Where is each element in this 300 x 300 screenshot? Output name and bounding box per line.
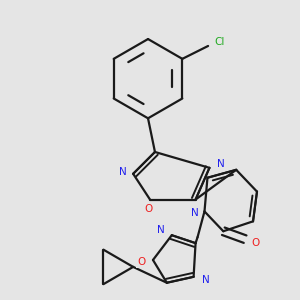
Text: Cl: Cl <box>215 37 225 47</box>
Text: O: O <box>251 238 259 248</box>
Text: O: O <box>144 204 152 214</box>
Text: N: N <box>191 208 199 218</box>
Text: N: N <box>218 159 225 169</box>
Text: O: O <box>137 257 145 267</box>
Text: N: N <box>157 225 165 235</box>
Text: N: N <box>119 167 127 177</box>
Text: N: N <box>202 275 209 285</box>
